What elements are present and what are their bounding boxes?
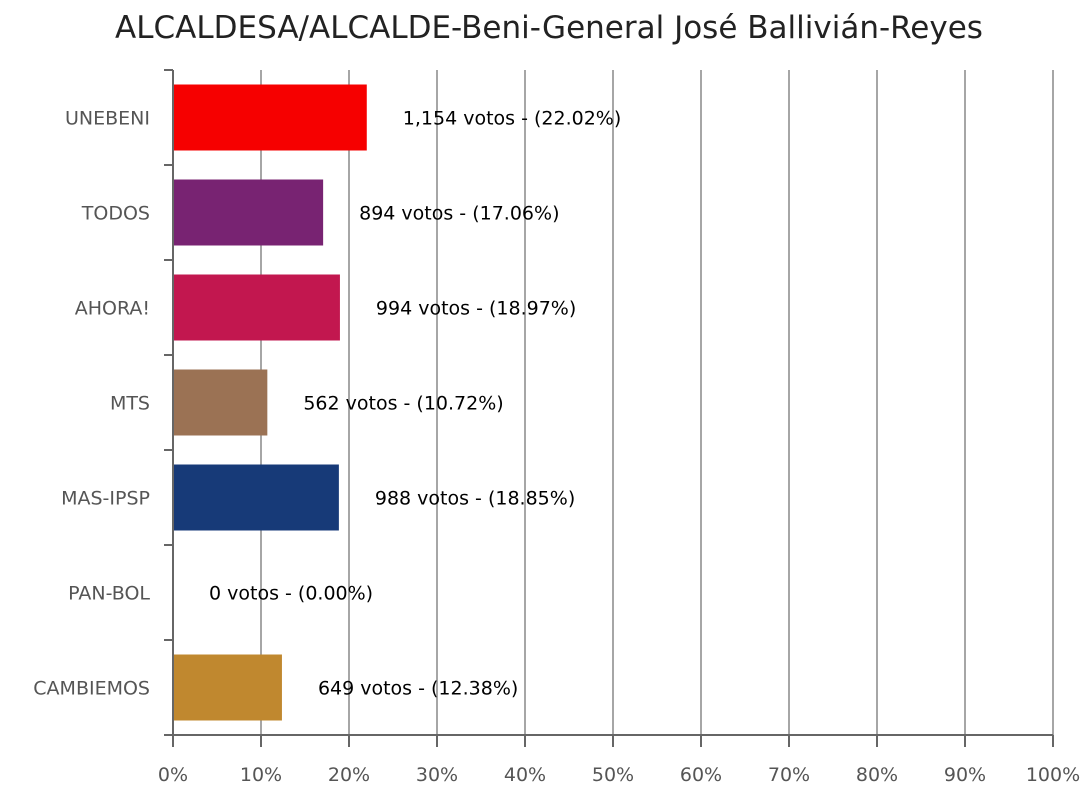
data-label: 649 votos - (12.38%) (318, 678, 518, 700)
data-label: 0 votos - (0.00%) (209, 583, 373, 605)
x-tick-label: 20% (328, 764, 370, 786)
bar-todos (173, 179, 324, 246)
x-tick-label: 40% (504, 764, 546, 786)
x-tick-label: 60% (680, 764, 722, 786)
x-tick-label: 10% (240, 764, 282, 786)
x-tick-label: 90% (944, 764, 986, 786)
category-label: AHORA! (75, 298, 150, 320)
x-tick-label: 0% (158, 764, 188, 786)
category-label: CAMBIEMOS (33, 678, 150, 700)
category-label: MTS (110, 393, 150, 415)
category-label: TODOS (81, 203, 150, 225)
category-label: PAN-BOL (68, 583, 150, 605)
bar-mts (173, 369, 268, 436)
x-tick-label: 70% (768, 764, 810, 786)
data-label: 562 votos - (10.72%) (303, 393, 503, 415)
bar-unebeni (173, 84, 367, 151)
x-tick-label: 100% (1026, 764, 1080, 786)
bar-mas-ipsp (173, 464, 339, 531)
category-label: MAS-IPSP (61, 488, 150, 510)
x-tick-label: 50% (592, 764, 634, 786)
data-label: 988 votos - (18.85%) (375, 488, 575, 510)
x-tick-label: 30% (416, 764, 458, 786)
bar-cambiemos (173, 654, 282, 721)
category-label: UNEBENI (65, 108, 150, 130)
data-label: 1,154 votos - (22.02%) (403, 108, 621, 130)
chart-title: ALCALDESA/ALCALDE-Beni-General José Ball… (115, 10, 983, 46)
bar-ahora- (173, 274, 340, 341)
data-label: 994 votos - (18.97%) (376, 298, 576, 320)
x-tick-label: 80% (856, 764, 898, 786)
data-label: 894 votos - (17.06%) (359, 203, 559, 225)
